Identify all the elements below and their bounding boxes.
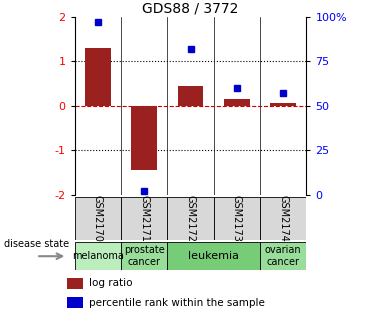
Bar [260,197,306,240]
Text: log ratio: log ratio [88,279,132,288]
Text: melanoma: melanoma [72,251,124,261]
Text: prostate
cancer: prostate cancer [124,245,165,267]
Bar [85,48,111,106]
Text: GSM2173: GSM2173 [232,195,242,242]
Bar [121,242,167,270]
Bar [67,297,83,308]
Text: GSM2171: GSM2171 [139,195,149,242]
Bar [131,106,157,170]
Bar [75,197,121,240]
Text: GSM2170: GSM2170 [93,195,103,242]
Bar [121,197,167,240]
Bar [167,242,260,270]
Text: GSM2174: GSM2174 [278,195,288,242]
Bar [75,242,121,270]
Title: GDS88 / 3772: GDS88 / 3772 [142,2,239,16]
Text: leukemia: leukemia [188,251,239,261]
Bar [214,197,260,240]
Text: disease state: disease state [4,240,69,249]
Text: percentile rank within the sample: percentile rank within the sample [88,298,264,308]
Bar [67,278,83,289]
Bar [178,86,203,106]
Text: ovarian
cancer: ovarian cancer [265,245,301,267]
Bar [224,99,250,106]
Bar [167,197,214,240]
Text: GSM2172: GSM2172 [185,195,196,242]
Bar [260,242,306,270]
Bar [270,103,296,106]
